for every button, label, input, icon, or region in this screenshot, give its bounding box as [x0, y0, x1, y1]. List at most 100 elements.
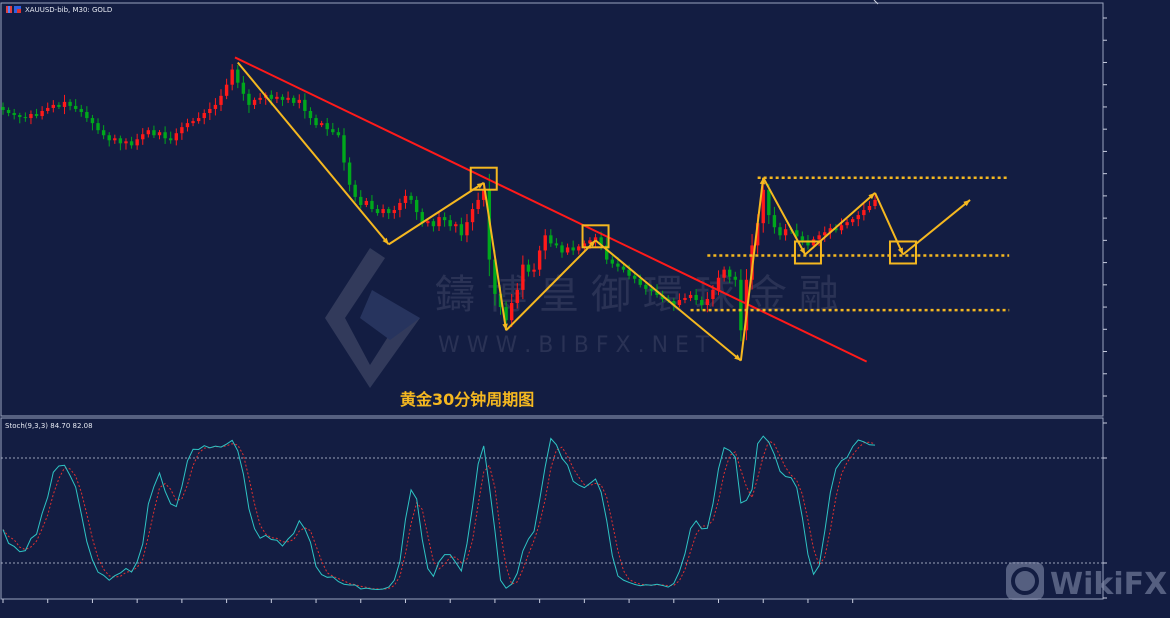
candle — [565, 243, 570, 255]
candle-body — [414, 199, 419, 213]
candle — [700, 296, 704, 311]
candle — [280, 94, 285, 106]
candle — [454, 221, 458, 233]
symbol-label: XAUUSD-bib, M30: GOLD — [25, 6, 112, 14]
candle — [437, 212, 441, 231]
candle-body — [839, 225, 844, 231]
candle — [141, 128, 145, 145]
candle-body — [733, 276, 737, 280]
wikifx-text: WikiFX — [1050, 567, 1167, 602]
candle — [129, 136, 134, 149]
candle-body — [319, 123, 324, 126]
candle-body — [850, 219, 855, 223]
candle — [560, 241, 564, 258]
candle-body — [191, 121, 195, 124]
candle-body — [286, 97, 290, 100]
candle-body — [644, 284, 648, 289]
candle-body — [493, 259, 497, 294]
candle-body — [476, 199, 480, 210]
candle — [476, 192, 480, 215]
candle-body — [688, 294, 693, 298]
candle — [118, 135, 123, 151]
candle-body — [113, 138, 117, 141]
candle — [448, 215, 452, 231]
candle — [867, 201, 872, 213]
candle-body — [772, 215, 777, 228]
candle-body — [761, 189, 765, 224]
candle-body — [795, 230, 799, 237]
wikifx-watermark-logo: WikiFX — [1006, 562, 1167, 602]
candle — [236, 64, 240, 89]
candle — [336, 127, 341, 138]
candle-body — [767, 189, 771, 216]
candle — [152, 125, 156, 138]
candle-body — [314, 118, 318, 126]
zigzag-segment — [594, 239, 742, 362]
candle-body — [370, 200, 374, 210]
candle-body — [51, 104, 56, 108]
zigzag-segment — [902, 199, 971, 256]
candle-body — [470, 209, 475, 223]
candle-body — [605, 245, 609, 260]
candle — [208, 102, 212, 121]
candle — [381, 204, 385, 218]
candle — [113, 134, 117, 144]
candle — [728, 266, 732, 283]
candle-body — [800, 236, 805, 241]
candle — [694, 288, 698, 305]
bibfx-watermark-logo: 鑄博皇御環球金融 W W W . B I B F X . N E T — [325, 248, 839, 388]
candle-body — [23, 117, 28, 119]
candle — [40, 106, 44, 120]
candle-body — [828, 228, 833, 233]
candle — [303, 93, 307, 119]
candle — [442, 212, 447, 227]
candle — [96, 118, 100, 134]
candle-body — [152, 130, 156, 136]
candle-body — [817, 235, 821, 240]
candle-body — [543, 235, 547, 251]
arrow-head-icon — [734, 354, 741, 361]
candle — [856, 211, 860, 227]
candle — [733, 271, 737, 287]
candle — [51, 100, 56, 113]
candle — [515, 283, 519, 309]
shift-marker-icon[interactable] — [873, 0, 879, 5]
candle — [398, 198, 402, 218]
candle — [23, 112, 28, 122]
candle-body — [599, 237, 603, 246]
candle-body — [526, 264, 531, 272]
candle — [258, 93, 262, 104]
candle — [247, 89, 251, 113]
candle — [213, 98, 218, 116]
candle — [6, 107, 11, 117]
candle-body — [219, 95, 223, 105]
candle — [34, 108, 39, 119]
candle-body — [129, 141, 134, 146]
candle-body — [437, 217, 441, 227]
zigzag-segment — [505, 239, 597, 332]
candle — [850, 216, 855, 226]
candle — [101, 125, 106, 140]
zigzag-segment — [804, 192, 876, 256]
candle-body — [694, 294, 698, 300]
candle-body — [392, 210, 396, 214]
candle-body — [744, 279, 749, 331]
candle — [202, 109, 206, 125]
candle-body — [755, 223, 760, 246]
candle-body — [700, 299, 704, 306]
candle — [163, 126, 167, 144]
candle — [526, 259, 531, 277]
candle-body — [515, 289, 519, 304]
zigzag-segment — [739, 177, 765, 361]
candle-body — [336, 132, 341, 136]
candle-body — [554, 243, 559, 246]
arrow-head-icon — [799, 247, 806, 255]
candle-body — [73, 105, 78, 109]
candle-body — [867, 205, 872, 211]
candle-body — [823, 232, 827, 236]
candle-body — [29, 114, 33, 119]
chart-header: XAUUSD-bib, M30: GOLD Stoch(9,3,3) 84.70… — [5, 6, 112, 430]
candle — [465, 214, 469, 243]
candle-body — [711, 289, 715, 299]
